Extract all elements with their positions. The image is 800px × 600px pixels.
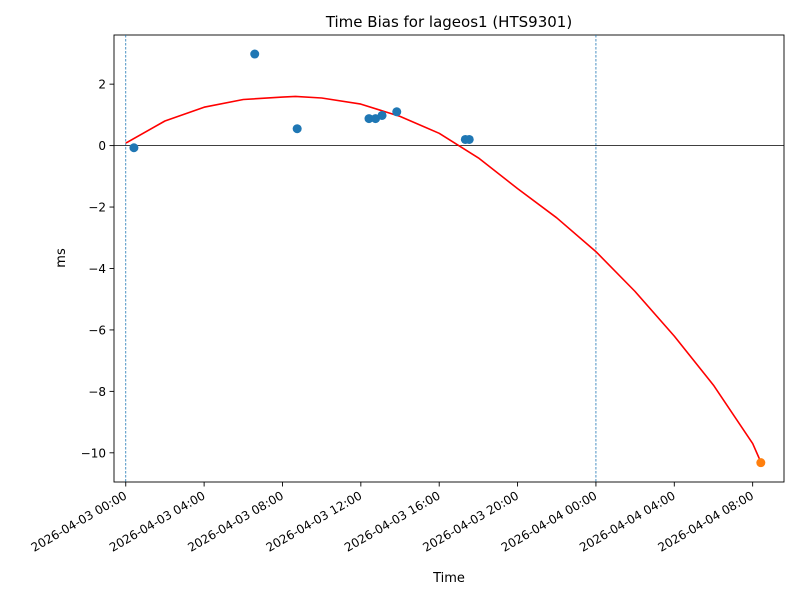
data-point [392, 107, 402, 117]
y-tick-label: −8 [88, 385, 106, 399]
plot-frame [113, 34, 785, 483]
y-tick-label: 2 [98, 78, 106, 92]
fit-curves [125, 95, 762, 463]
y-axis-ticks: 2 0 −2 −4 −6 −8 −10 [81, 78, 114, 460]
data-point [464, 134, 474, 144]
reference-lines [114, 35, 784, 482]
fit-curve-line [125, 95, 762, 463]
data-points [129, 49, 766, 468]
data-point [364, 114, 374, 124]
y-axis-label: ms [54, 248, 69, 268]
data-point [377, 110, 387, 120]
data-point [250, 49, 260, 59]
chart-title: Time Bias for lageos1 (HTS9301) [325, 13, 572, 31]
data-point [756, 458, 766, 468]
data-point [292, 124, 302, 134]
x-axis-label: Time [432, 571, 465, 586]
y-tick-label: −6 [88, 323, 106, 337]
y-tick-label: −4 [88, 262, 106, 276]
y-tick-label: 0 [98, 139, 106, 153]
y-tick-label: −10 [81, 446, 106, 460]
data-point [129, 143, 139, 153]
y-tick-label: −2 [88, 201, 106, 215]
